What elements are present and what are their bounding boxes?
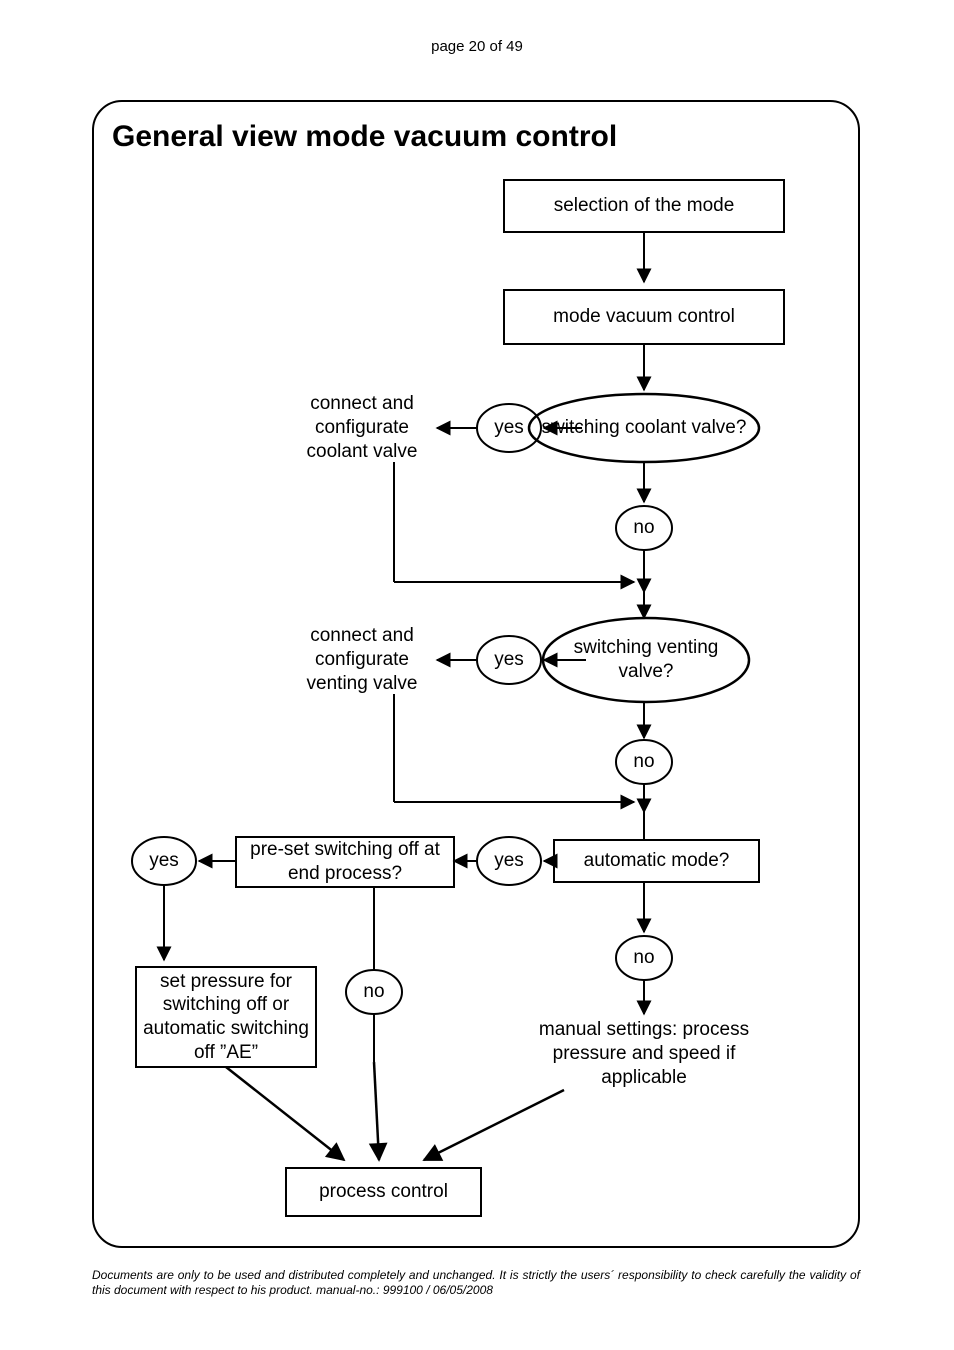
node-selection-mode: selection of the mode	[504, 180, 784, 232]
yes-label-auto: yes	[479, 839, 539, 883]
node-process-control: process control	[286, 1168, 481, 1216]
set-pressure-text: set pressure for switching off or automa…	[142, 970, 310, 1065]
node-venting-action: connect and configurate venting valve	[282, 624, 442, 696]
node-coolant-action: connect and configurate coolant valve	[282, 392, 442, 464]
yes-label-coolant: yes	[479, 406, 539, 450]
no-label-auto: no	[617, 938, 671, 978]
node-manual-settings: manual settings: process pressure and sp…	[514, 1018, 774, 1090]
no-label-venting: no	[617, 742, 671, 782]
diagram-frame: General view mode vacuum control	[92, 100, 860, 1248]
node-preset-question: pre-set switching off at end process?	[236, 837, 454, 887]
no-label-coolant: no	[617, 508, 671, 548]
node-coolant-question: switching coolant valve?	[534, 398, 754, 458]
page-header: page 20 of 49	[0, 38, 954, 55]
node-venting-question: switching venting valve?	[556, 624, 736, 696]
node-auto-question: automatic mode?	[554, 840, 759, 882]
page-footer: Documents are only to be used and distri…	[92, 1268, 860, 1298]
no-label-preset: no	[347, 972, 401, 1012]
yes-label-venting: yes	[479, 638, 539, 682]
yes-label-preset: yes	[134, 839, 194, 883]
node-mode-vacuum: mode vacuum control	[504, 290, 784, 344]
node-set-pressure: set pressure for switching off or automa…	[136, 968, 316, 1066]
